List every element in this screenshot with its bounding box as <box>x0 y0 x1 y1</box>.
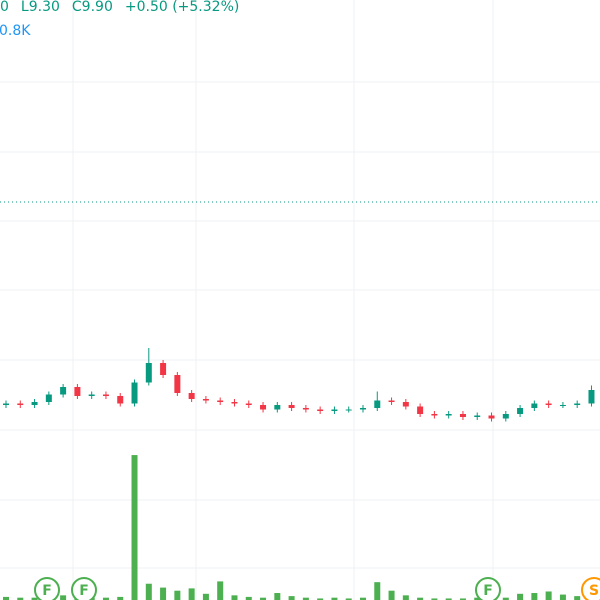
volume-bar <box>517 593 524 600</box>
candle-body <box>588 390 595 404</box>
candle-body <box>274 405 281 410</box>
volume-bar <box>459 598 466 600</box>
candle-body <box>102 394 109 396</box>
volume-bar <box>474 597 481 600</box>
candle-body <box>574 403 581 405</box>
volume-bar <box>360 597 366 600</box>
volume-bar <box>174 590 181 600</box>
candle-body <box>117 396 124 404</box>
volume-bar <box>402 595 409 600</box>
volume-bar <box>245 596 252 600</box>
event-marker-label: S <box>589 583 599 599</box>
candle-body <box>317 409 324 411</box>
candle-body <box>374 400 381 408</box>
volume-bar <box>160 587 167 600</box>
volume-bar <box>545 591 552 600</box>
candle-body <box>260 405 267 410</box>
volume-bar <box>102 597 109 600</box>
volume-bar <box>317 598 324 600</box>
volume-bar <box>60 595 67 600</box>
candle-body <box>360 408 366 410</box>
volume-bar <box>288 596 295 600</box>
event-marker <box>581 577 600 600</box>
volume-bar <box>431 598 438 600</box>
candle-body <box>145 363 152 383</box>
volume-bar <box>388 590 395 600</box>
candle-body <box>245 403 252 405</box>
volume-bar <box>345 598 352 600</box>
candle-body <box>388 400 395 402</box>
volume-bar <box>131 455 138 600</box>
volume-bar <box>559 594 566 600</box>
event-marker <box>71 577 97 600</box>
volume-bar <box>117 596 124 600</box>
volume-bar <box>417 597 424 600</box>
candle-body <box>31 402 38 405</box>
candle-body <box>431 414 438 416</box>
candle-body <box>131 382 138 404</box>
volume-bar <box>217 581 224 600</box>
volume-value: 0.8K <box>0 23 31 39</box>
candle-body <box>531 403 538 408</box>
candle-body <box>174 375 181 393</box>
volume-bar <box>145 583 152 600</box>
volume-bar <box>302 597 309 600</box>
volume-bar <box>531 593 538 600</box>
candle-body <box>88 394 95 396</box>
candle-body <box>231 402 238 404</box>
candle-body <box>188 393 195 399</box>
candle-body <box>160 363 167 375</box>
volume-bar <box>231 595 238 600</box>
candle-body <box>288 405 295 408</box>
candle-body <box>17 403 24 405</box>
volume-bar <box>374 582 381 600</box>
volume-bar <box>445 598 452 600</box>
candle-body <box>3 403 9 405</box>
volume-bar <box>3 596 9 600</box>
candle-body <box>559 405 566 406</box>
event-marker-label: F <box>483 583 493 599</box>
candle-body <box>345 409 352 411</box>
candle-body <box>502 414 509 419</box>
event-marker <box>34 577 60 600</box>
volume-bar <box>574 596 581 600</box>
event-marker-label: F <box>42 583 52 599</box>
ohlc-value: +0.50 (+5.32%) <box>125 0 239 15</box>
candle-body <box>302 408 309 410</box>
candle-body <box>74 387 81 396</box>
volume-bar <box>260 597 267 600</box>
volume-bar <box>31 597 38 600</box>
candle-body <box>488 415 495 419</box>
candle-body <box>45 394 52 402</box>
event-marker <box>475 577 501 600</box>
candle-body <box>474 415 481 417</box>
ohlc-value: L9.30 <box>21 0 60 15</box>
event-marker-label: F <box>79 583 89 599</box>
volume-bar <box>502 597 509 600</box>
candle-body <box>217 400 224 402</box>
candle-body <box>459 414 466 417</box>
candle-body <box>417 406 424 414</box>
ohlc-value: 0 <box>0 0 9 15</box>
candle-body <box>545 403 552 405</box>
candle-body <box>331 409 338 411</box>
volume-bar <box>274 593 281 600</box>
volume-bar <box>188 588 195 600</box>
candle-body <box>60 387 67 395</box>
candle-body <box>402 402 409 407</box>
volume-bar <box>202 593 209 600</box>
ohlc-value: C9.90 <box>72 0 113 15</box>
candle-body <box>445 414 452 416</box>
volume-bar <box>17 597 24 600</box>
candle-body <box>517 408 524 414</box>
volume-bar <box>331 597 338 600</box>
candle-body <box>202 399 209 401</box>
